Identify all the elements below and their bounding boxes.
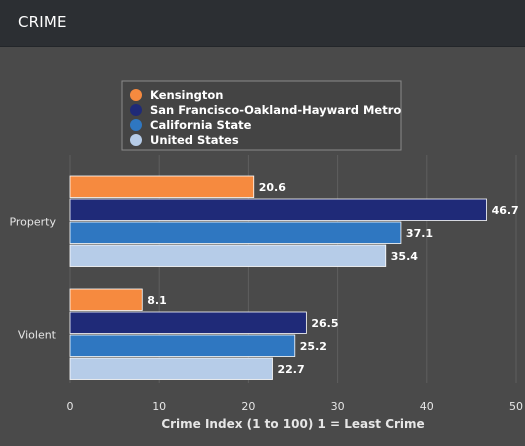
legend-label: United States: [150, 133, 239, 147]
category-label: Property: [9, 215, 56, 228]
panel-header: CRIME: [0, 0, 525, 47]
panel-title: CRIME: [18, 13, 67, 31]
bar-value-label: 25.2: [300, 340, 327, 353]
bar-value-label: 46.7: [492, 204, 519, 217]
bar: [69, 175, 255, 198]
bar-value-label: 26.5: [311, 317, 338, 330]
bar: [69, 288, 143, 311]
chart-category-labels: Property Violent: [9, 215, 56, 341]
category-label: Violent: [18, 328, 57, 341]
legend-box: [121, 80, 402, 151]
legend-marker: [130, 89, 142, 101]
chart-x-tick-labels: 0 10 20 30 40 50: [67, 400, 524, 413]
bar: [69, 357, 273, 380]
chart-bars: [69, 175, 487, 380]
bar: [69, 334, 296, 357]
legend-marker: [130, 134, 142, 146]
x-axis-label: Crime Index (1 to 100) 1 = Least Crime: [161, 417, 424, 431]
bar: [69, 244, 387, 267]
bar-value-label: 22.7: [277, 363, 304, 376]
bar-value-label: 35.4: [391, 250, 418, 263]
x-tick-label: 40: [420, 400, 434, 413]
x-tick-label: 30: [331, 400, 345, 413]
crime-bar-chart: 20.6 46.7 37.1 35.4 8.1 26.5 25.2 22.7 Property…: [0, 47, 525, 446]
legend-label: San Francisco-Oakland-Hayward Metro: [150, 103, 401, 117]
bar: [69, 198, 487, 221]
x-tick-label: 10: [152, 400, 166, 413]
bar-value-label: 8.1: [147, 294, 167, 307]
legend-label: California State: [150, 118, 252, 132]
x-tick-label: 50: [509, 400, 523, 413]
chart-data-labels: 20.6 46.7 37.1 35.4 8.1 26.5 25.2 22.7: [147, 181, 518, 376]
bar: [69, 221, 402, 244]
legend-marker: [130, 119, 142, 131]
bar-value-label: 20.6: [259, 181, 286, 194]
bar-value-label: 37.1: [406, 227, 433, 240]
x-tick-label: 20: [241, 400, 255, 413]
legend-label: Kensington: [150, 88, 224, 102]
legend-marker: [130, 104, 142, 116]
bar: [69, 311, 307, 334]
x-tick-label: 0: [67, 400, 74, 413]
